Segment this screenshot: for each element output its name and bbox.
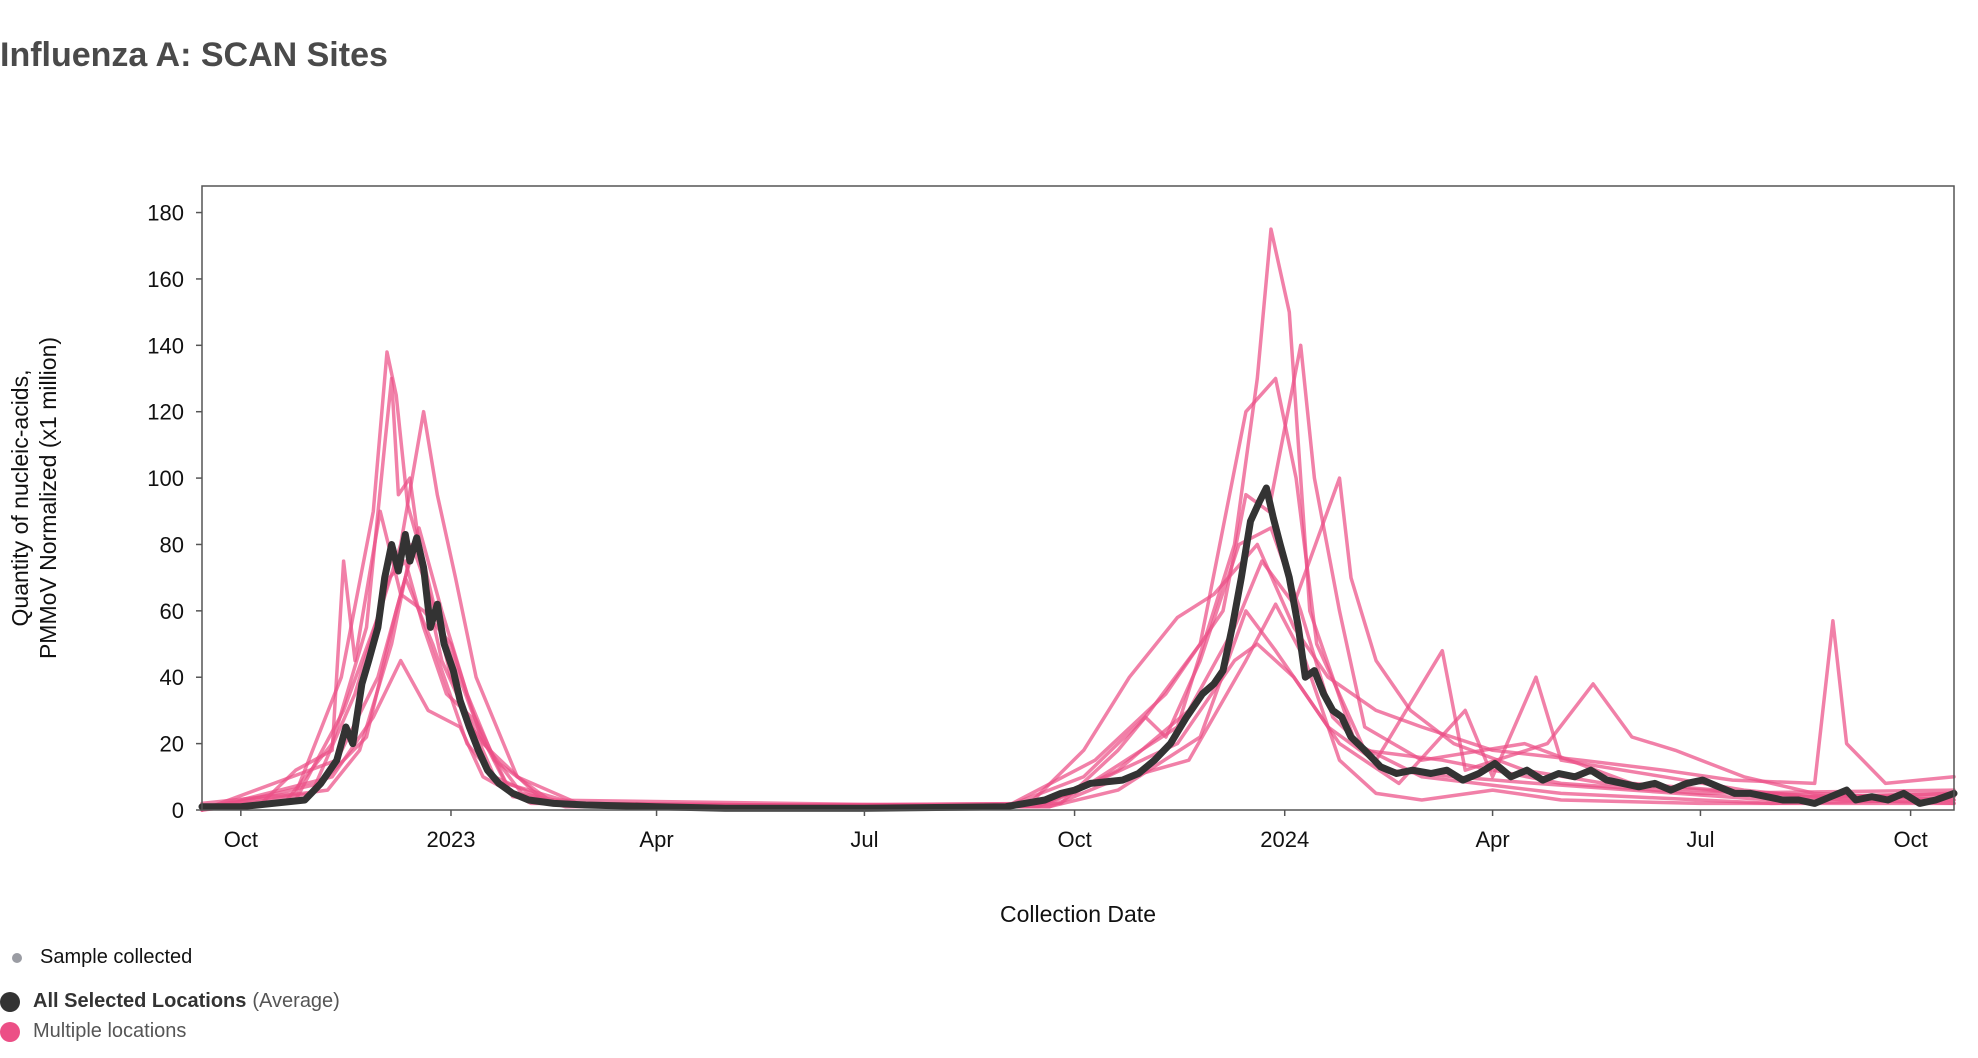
x-tick-label: Jul <box>1686 827 1714 852</box>
y-axis-title-line-2: PMMoV Normalized (x1 million) <box>35 337 61 659</box>
y-tick-label: 160 <box>147 267 184 292</box>
y-axis: 0 20 40 60 80 100 120 140 160 180 <box>147 201 202 823</box>
legend-sample-label: Sample collected <box>40 946 193 968</box>
y-tick-label: 140 <box>147 333 184 358</box>
series-line-location[interactable] <box>200 526 1956 812</box>
location-series-group <box>200 227 1956 812</box>
series-line-location[interactable] <box>200 509 1956 809</box>
series-line-location[interactable] <box>200 476 1956 812</box>
y-tick-label: 0 <box>172 798 184 823</box>
average-dot-icon <box>0 991 20 1012</box>
y-tick-label: 40 <box>160 665 184 690</box>
x-axis-title: Collection Date <box>1000 901 1156 927</box>
y-axis-title-line-1: Quantity of nucleic-acids, <box>7 370 33 627</box>
y-tick-label: 60 <box>160 599 184 624</box>
x-tick-label: 2024 <box>1260 827 1309 852</box>
plot-frame <box>201 185 1955 811</box>
legend-multi-label: Multiple locations <box>33 1020 187 1042</box>
series-line-average[interactable] <box>198 484 1958 812</box>
average-series-group <box>198 484 1958 812</box>
legend-sample-collected[interactable]: Sample collected <box>12 946 192 969</box>
series-line-location[interactable] <box>200 350 1956 809</box>
x-tick-label: Oct <box>1893 827 1927 852</box>
y-tick-label: 120 <box>147 400 184 425</box>
x-tick-label: Jul <box>850 827 878 852</box>
y-tick-label: 180 <box>147 201 184 226</box>
location-dot-icon <box>0 1021 20 1042</box>
x-tick-label: Apr <box>639 827 673 852</box>
series-line-location[interactable] <box>200 542 1956 809</box>
x-tick-label: 2023 <box>427 827 476 852</box>
legend-average-label: All Selected Locations <box>33 990 247 1012</box>
y-tick-label: 80 <box>160 532 184 557</box>
x-tick-label: Apr <box>1475 827 1509 852</box>
x-tick-label: Oct <box>1057 827 1091 852</box>
x-tick-label: Oct <box>224 827 258 852</box>
legend-multiple-locations[interactable]: Multiple locations <box>0 1020 186 1043</box>
series-line-location[interactable] <box>200 343 1956 812</box>
y-tick-label: 20 <box>160 732 184 757</box>
sample-dot-icon <box>12 952 22 963</box>
legend-average[interactable]: All Selected Locations (Average) <box>0 990 340 1013</box>
legend-average-suffix: (Average) <box>252 990 340 1012</box>
y-tick-label: 100 <box>147 466 184 491</box>
chart-title: Influenza A: SCAN Sites <box>0 36 388 74</box>
x-axis: Oct 2023 Apr Jul Oct 2024 Apr Jul Oct <box>224 810 1928 852</box>
